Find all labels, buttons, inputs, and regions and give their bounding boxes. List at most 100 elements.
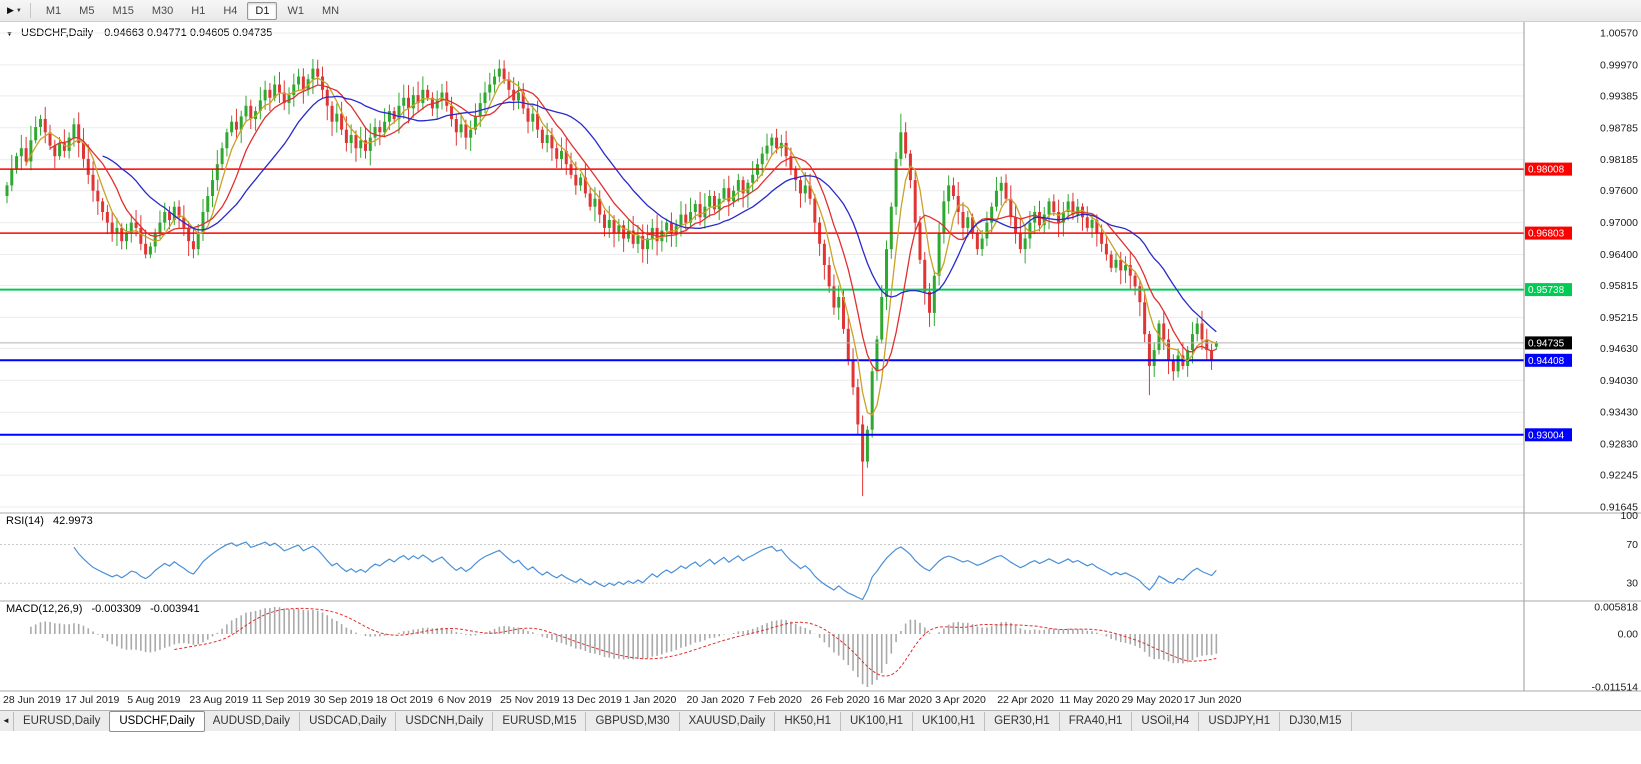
- chart-tab-FRA40-H1[interactable]: FRA40,H1: [1060, 711, 1133, 731]
- svg-text:22 Apr 2020: 22 Apr 2020: [997, 694, 1054, 706]
- chart-tab-AUDUSD-Daily[interactable]: AUDUSD,Daily: [204, 711, 301, 731]
- svg-text:0.95738: 0.95738: [1528, 285, 1565, 296]
- chart-tab-EURUSD-Daily[interactable]: EURUSD,Daily: [13, 711, 111, 731]
- svg-text:0.93430: 0.93430: [1600, 407, 1638, 419]
- svg-text:16 Mar 2020: 16 Mar 2020: [873, 694, 932, 706]
- slow-ma-line: [102, 95, 1217, 333]
- svg-text:0.00: 0.00: [1618, 629, 1639, 641]
- fast-ma-line: [25, 77, 1217, 416]
- chart-type-dropdown[interactable]: ▶ ▼: [4, 5, 27, 16]
- svg-text:29 May 2020: 29 May 2020: [1122, 694, 1183, 706]
- timeframe-button-D1[interactable]: D1: [247, 1, 278, 20]
- svg-text:0.95215: 0.95215: [1600, 312, 1638, 324]
- svg-text:0.97600: 0.97600: [1600, 185, 1638, 197]
- chevron-down-icon: ▼: [15, 7, 22, 14]
- svg-text:30 Sep 2019: 30 Sep 2019: [314, 694, 374, 706]
- chart-tab-GER30-H1[interactable]: GER30,H1: [985, 711, 1060, 731]
- svg-text:1.00570: 1.00570: [1600, 28, 1638, 40]
- rsi-panel: 100 70 30: [0, 510, 1638, 601]
- svg-text:0.97000: 0.97000: [1600, 217, 1638, 229]
- chart-marker-icon: ▼: [6, 31, 13, 38]
- rsi-name: RSI(14): [6, 515, 44, 527]
- timeframe-button-H4[interactable]: H4: [223, 4, 238, 17]
- medium-ma-line: [49, 84, 1217, 372]
- svg-text:0.95815: 0.95815: [1600, 280, 1638, 292]
- chart-window: ▼ USDCHF,Daily 0.94663 0.94771 0.94605 0…: [0, 22, 1641, 710]
- toolbar-separator: [29, 3, 31, 18]
- svg-text:0.94030: 0.94030: [1600, 375, 1638, 387]
- chart-tab-USDJPY-H1[interactable]: USDJPY,H1: [1199, 711, 1281, 731]
- price-line-badge: 0.95738: [1525, 283, 1572, 297]
- svg-text:0.99970: 0.99970: [1600, 59, 1638, 71]
- chart-canvas[interactable]: ▼ USDCHF,Daily 0.94663 0.94771 0.94605 0…: [0, 22, 1641, 710]
- svg-text:17 Jun 2020: 17 Jun 2020: [1184, 694, 1242, 706]
- price-gridlines: [0, 32, 1524, 508]
- svg-text:13 Dec 2019: 13 Dec 2019: [562, 694, 622, 706]
- macd-histogram: [30, 607, 1218, 687]
- svg-text:20 Jan 2020: 20 Jan 2020: [687, 694, 745, 706]
- horizontal-price-lines[interactable]: [0, 168, 1524, 436]
- svg-text:6 Nov 2019: 6 Nov 2019: [438, 694, 492, 706]
- timeframe-button-M5[interactable]: M5: [79, 4, 95, 17]
- date-axis[interactable]: 28 Jun 2019 17 Jul 2019 5 Aug 2019 23 Aug 2…: [3, 694, 1242, 706]
- svg-text:5 Aug 2019: 5 Aug 2019: [127, 694, 180, 706]
- svg-text:7 Feb 2020: 7 Feb 2020: [749, 694, 802, 706]
- tab-scroll-left-icon[interactable]: ◄: [2, 716, 10, 725]
- svg-text:30: 30: [1626, 578, 1638, 590]
- price-line-badge: 0.96803: [1525, 226, 1572, 240]
- svg-text:11 Sep 2019: 11 Sep 2019: [252, 694, 311, 706]
- macd-name: MACD(12,26,9): [6, 603, 82, 615]
- price-line-badge: 0.93004: [1525, 428, 1572, 442]
- svg-text:0.98785: 0.98785: [1600, 122, 1638, 134]
- moving-averages: [25, 77, 1217, 416]
- timeframe-button-MN[interactable]: MN: [321, 4, 340, 17]
- candles: [5, 59, 1218, 497]
- svg-text:0.93004: 0.93004: [1528, 430, 1565, 441]
- svg-text:1 Jan 2020: 1 Jan 2020: [624, 694, 676, 706]
- chart-tab-USOil-H4[interactable]: USOil,H4: [1132, 711, 1200, 731]
- current-price-badge: 0.94735: [1525, 336, 1572, 350]
- timeframe-button-M15[interactable]: M15: [112, 4, 134, 17]
- price-axis[interactable]: 1.00570 0.99970 0.99385 0.98785 0.98185 0.976…: [1600, 28, 1638, 514]
- svg-text:0.92245: 0.92245: [1600, 470, 1638, 482]
- chart-tab-USDCNH-Daily[interactable]: USDCNH,Daily: [396, 711, 494, 731]
- timeframe-button-M1[interactable]: M1: [45, 4, 62, 17]
- chart-tab-USDCAD-Daily[interactable]: USDCAD,Daily: [300, 711, 397, 731]
- timeframe-button-H1[interactable]: H1: [191, 4, 206, 17]
- svg-text:11 May 2020: 11 May 2020: [1059, 694, 1119, 706]
- svg-text:0.99385: 0.99385: [1600, 90, 1638, 102]
- svg-text:0.94630: 0.94630: [1600, 343, 1638, 355]
- svg-text:26 Feb 2020: 26 Feb 2020: [811, 694, 870, 706]
- chart-tab-UK100-H1[interactable]: UK100,H1: [841, 711, 914, 731]
- svg-text:18 Oct 2019: 18 Oct 2019: [376, 694, 433, 706]
- svg-text:-0.011514: -0.011514: [1591, 682, 1638, 694]
- chart-type-icon: ▶: [7, 5, 14, 15]
- macd-signal-value: -0.003941: [150, 603, 200, 615]
- chart-tab-GBPUSD-M30[interactable]: GBPUSD,M30: [586, 711, 680, 731]
- chart-tab-UK100-H1[interactable]: UK100,H1: [913, 711, 986, 731]
- svg-text:28 Jun 2019: 28 Jun 2019: [3, 694, 61, 706]
- rsi-value: 42.9973: [53, 515, 93, 527]
- macd-label: MACD(12,26,9) -0.003309 -0.003941: [6, 603, 200, 615]
- svg-text:25 Nov 2019: 25 Nov 2019: [500, 694, 560, 706]
- svg-text:23 Aug 2019: 23 Aug 2019: [189, 694, 248, 706]
- chart-tab-HK50-H1[interactable]: HK50,H1: [775, 711, 841, 731]
- svg-text:0.98008: 0.98008: [1528, 165, 1565, 176]
- chart-tab-EURUSD-M15[interactable]: EURUSD,M15: [493, 711, 587, 731]
- macd-value: -0.003309: [91, 603, 141, 615]
- macd-signal-line: [174, 607, 1217, 677]
- timeframe-button-M30[interactable]: M30: [151, 4, 174, 17]
- rsi-label: RSI(14) 42.9973: [6, 515, 93, 527]
- svg-text:0.96400: 0.96400: [1600, 249, 1638, 261]
- chart-tab-XAUUSD-Daily[interactable]: XAUUSD,Daily: [680, 711, 776, 731]
- svg-text:70: 70: [1626, 539, 1638, 551]
- svg-text:17 Jul 2019: 17 Jul 2019: [65, 694, 119, 706]
- chart-tab-bar: ◄ EURUSD,Daily USDCHF,Daily AUDUSD,Daily US…: [0, 710, 1641, 732]
- chart-tab-DJ30-M15[interactable]: DJ30,M15: [1280, 711, 1352, 731]
- timeframe-button-W1[interactable]: W1: [287, 4, 304, 17]
- chart-tab-USDCHF-Daily[interactable]: USDCHF,Daily: [109, 710, 205, 732]
- price-line-badge: 0.94408: [1525, 353, 1572, 367]
- svg-text:0.91645: 0.91645: [1600, 502, 1638, 514]
- svg-text:0.98185: 0.98185: [1600, 154, 1638, 166]
- macd-panel: 0.005818 0.00 -0.011514: [30, 602, 1639, 694]
